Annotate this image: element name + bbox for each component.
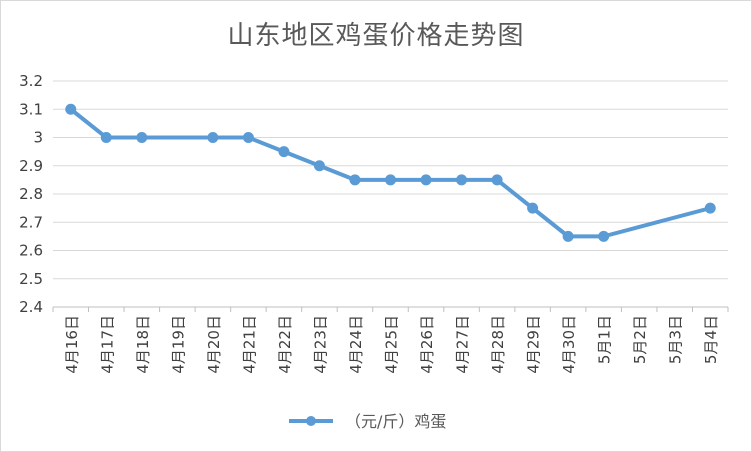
y-tick-label: 2.5 <box>19 270 43 288</box>
data-point <box>136 132 148 143</box>
x-tick-label: 4月27日 <box>454 315 472 374</box>
legend-marker <box>306 416 316 426</box>
y-tick-label: 2.6 <box>19 242 43 260</box>
x-tick-label: 5月3日 <box>667 315 685 364</box>
x-tick-label: 4月23日 <box>311 315 329 374</box>
y-tick-label: 2.4 <box>19 298 43 316</box>
data-point <box>385 174 396 186</box>
x-tick-label: 4月28日 <box>489 315 507 374</box>
data-point <box>562 230 574 242</box>
x-tick-label: 4月25日 <box>383 315 401 374</box>
data-point <box>420 174 432 186</box>
x-tick-label: 5月1日 <box>596 315 614 364</box>
data-point <box>349 174 361 186</box>
data-point <box>278 146 290 158</box>
x-tick-label: 4月16日 <box>63 315 81 374</box>
y-tick-label: 2.8 <box>19 185 43 203</box>
x-tick-label: 4月17日 <box>98 315 116 374</box>
x-tick-label: 5月2日 <box>631 315 649 364</box>
data-point <box>65 103 77 115</box>
x-tick-label: 4月22日 <box>276 315 294 374</box>
legend-label: （元/斤）鸡蛋 <box>345 412 446 431</box>
data-point <box>313 160 325 172</box>
y-tick-label: 3 <box>33 129 43 147</box>
x-tick-label: 4月20日 <box>205 315 223 374</box>
y-tick-label: 3.2 <box>19 72 43 90</box>
data-point <box>100 132 112 143</box>
data-point <box>242 132 254 143</box>
data-point <box>456 174 468 186</box>
data-point <box>527 202 539 214</box>
x-tick-label: 4月30日 <box>560 315 578 374</box>
x-tick-label: 4月19日 <box>169 315 187 374</box>
x-tick-label: 5月4日 <box>702 315 720 364</box>
data-point <box>491 174 503 186</box>
x-tick-label: 4月21日 <box>240 315 258 374</box>
x-tick-label: 4月18日 <box>134 315 152 374</box>
data-point <box>598 230 610 242</box>
y-tick-label: 2.7 <box>19 213 43 231</box>
y-tick-label: 3.1 <box>19 100 43 118</box>
y-tick-label: 2.9 <box>19 157 43 175</box>
x-tick-label: 4月29日 <box>525 315 543 374</box>
x-tick-label: 4月26日 <box>418 315 436 374</box>
x-tick-label: 4月24日 <box>347 315 365 374</box>
data-point <box>704 202 716 214</box>
data-point <box>207 132 219 143</box>
chart-title: 山东地区鸡蛋价格走势图 <box>227 21 525 51</box>
series-line <box>68 107 713 239</box>
